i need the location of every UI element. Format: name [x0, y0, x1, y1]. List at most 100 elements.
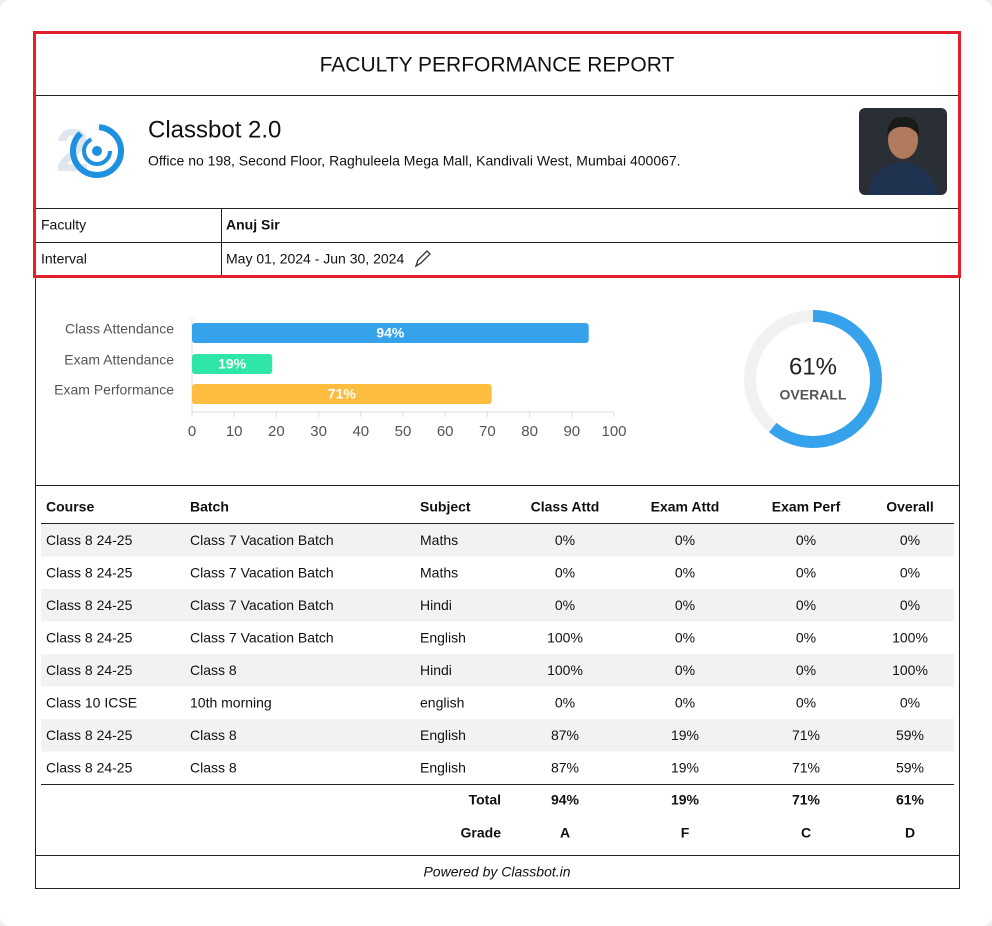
bar [192, 354, 273, 374]
photo-hair [887, 116, 920, 136]
x-tick-label: 70 [479, 423, 496, 440]
table-cell: English [420, 629, 466, 645]
row-stripe [41, 589, 954, 622]
field-value: May 01, 2024 - Jun 30, 2024 [226, 251, 404, 267]
x-tick-label: 20 [268, 423, 285, 440]
x-tick-label: 90 [563, 423, 580, 440]
edit-icon[interactable] [414, 250, 431, 268]
table-cell: Class 8 [190, 662, 237, 678]
table-cell: Class 8 24-25 [46, 727, 133, 743]
column-header: Batch [190, 499, 229, 515]
summary-cell: A [560, 825, 570, 841]
x-tick-label: 30 [310, 423, 327, 440]
table-cell: Class 8 24-25 [46, 759, 133, 775]
x-tick-label: 0 [188, 423, 196, 440]
table-cell: 0% [796, 694, 816, 710]
table-cell: 0% [900, 597, 920, 613]
table-cell: 0% [900, 694, 920, 710]
table-cell: Class 8 24-25 [46, 597, 133, 613]
field-label: Faculty [41, 217, 86, 233]
column-header: Class Attd [531, 499, 600, 515]
column-header: Course [46, 499, 94, 515]
table-cell: Class 7 Vacation Batch [190, 629, 334, 645]
bar-label: 19% [218, 356, 247, 372]
table-cell: 0% [675, 532, 695, 548]
company-address: Office no 198, Second Floor, Raghuleela … [148, 153, 681, 169]
table-cell: Maths [420, 532, 458, 548]
table-cell: Class 8 24-25 [46, 629, 133, 645]
table-cell: 0% [796, 662, 816, 678]
report-title: FACULTY PERFORMANCE REPORT [320, 54, 675, 77]
table-cell: 0% [796, 564, 816, 580]
column-header: Subject [420, 499, 471, 515]
summary-cell: F [681, 825, 690, 841]
table-cell: 0% [796, 597, 816, 613]
table-cell: Class 8 [190, 727, 237, 743]
bar [192, 323, 589, 343]
table-cell: Class 7 Vacation Batch [190, 532, 334, 548]
x-tick-label: 50 [395, 423, 412, 440]
table-cell: Class 8 [190, 759, 237, 775]
table-cell: 0% [555, 532, 575, 548]
summary-label: Total [469, 792, 501, 808]
company-name: Classbot 2.0 [148, 116, 281, 143]
photo-head [888, 121, 918, 159]
table-cell: 10th morning [190, 694, 272, 710]
table-cell: 59% [896, 727, 924, 743]
summary-cell: D [905, 825, 915, 841]
summary-label: Grade [461, 825, 502, 841]
column-header: Overall [886, 499, 933, 515]
table-cell: 0% [675, 694, 695, 710]
x-tick-label: 100 [601, 423, 626, 440]
table-cell: 19% [671, 759, 699, 775]
summary-cell: 19% [671, 792, 700, 808]
photo-body [868, 162, 938, 195]
bar-label: 71% [328, 386, 357, 402]
table-cell: 71% [792, 727, 820, 743]
table-cell: 0% [555, 694, 575, 710]
table-cell: English [420, 759, 466, 775]
donut-value: 61% [789, 353, 837, 380]
table-cell: 0% [675, 564, 695, 580]
summary-cell: 71% [792, 792, 821, 808]
table-cell: Class 8 24-25 [46, 564, 133, 580]
table-cell: 87% [551, 727, 579, 743]
table-cell: 87% [551, 759, 579, 775]
bar [192, 384, 492, 404]
table-cell: 0% [675, 597, 695, 613]
row-stripe [41, 654, 954, 687]
table-cell: Class 7 Vacation Batch [190, 564, 334, 580]
column-header: Exam Attd [651, 499, 720, 515]
row-stripe [41, 524, 954, 557]
summary-cell: C [801, 825, 811, 841]
donut-arc [744, 310, 882, 448]
category-label: Exam Attendance [64, 352, 174, 368]
table-cell: Class 10 ICSE [46, 694, 137, 710]
category-label: Exam Performance [54, 382, 174, 398]
logo-dot [92, 146, 102, 156]
table-cell: 100% [892, 629, 928, 645]
logo-ring [82, 136, 112, 166]
table-cell: 0% [675, 629, 695, 645]
table-cell: Hindi [420, 597, 452, 613]
summary-cell: 61% [896, 792, 925, 808]
x-tick-label: 80 [521, 423, 538, 440]
table-cell: Maths [420, 564, 458, 580]
table-cell: 0% [900, 532, 920, 548]
table-cell: 0% [900, 564, 920, 580]
faculty-photo [859, 108, 947, 195]
logo: 2 [56, 117, 124, 184]
row-stripe [41, 719, 954, 752]
table-cell: 100% [547, 629, 583, 645]
table-cell: 100% [547, 662, 583, 678]
table-cell: 100% [892, 662, 928, 678]
x-tick-label: 10 [226, 423, 243, 440]
table-cell: Hindi [420, 662, 452, 678]
table-cell: 0% [675, 662, 695, 678]
table-cell: 59% [896, 759, 924, 775]
highlight-box [33, 31, 961, 278]
table-cell: 0% [555, 564, 575, 580]
